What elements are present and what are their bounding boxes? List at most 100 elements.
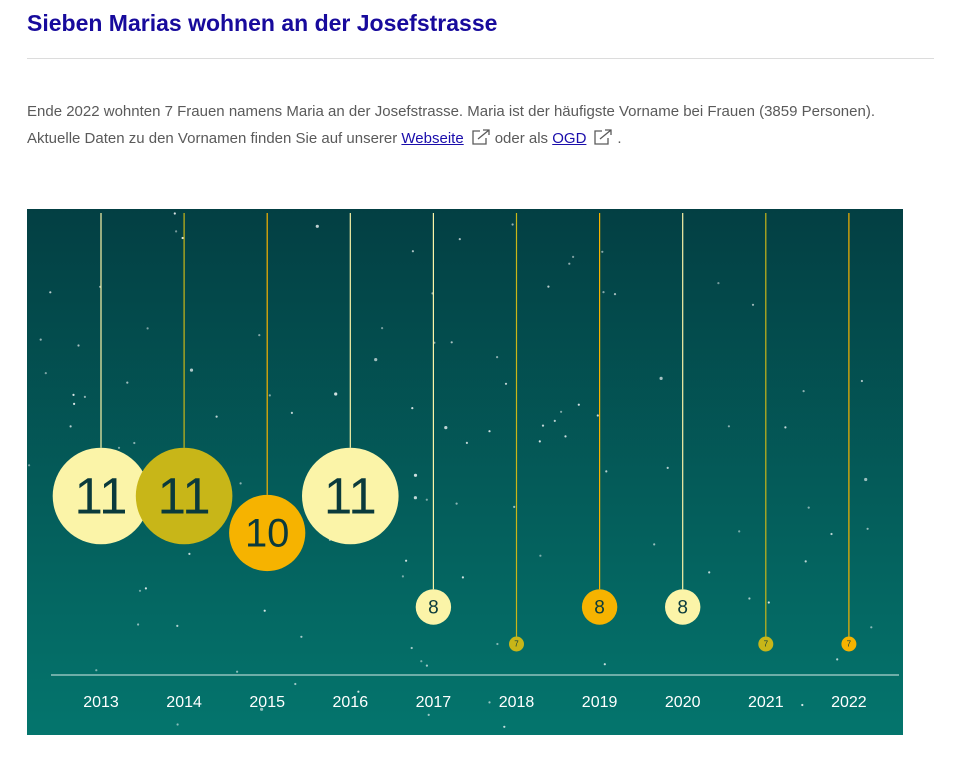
ornament-bubble[interactable] — [665, 589, 701, 625]
snow-dot — [374, 358, 378, 362]
snow-dot — [738, 530, 741, 533]
snow-dot — [541, 424, 545, 427]
snow-dot — [870, 626, 873, 629]
maria-count-chart: 11 2013 11 2014 10 2015 11 2016 8 2017 7 2018 8 2019 8… — [27, 209, 903, 735]
snow-dot — [488, 701, 491, 704]
snow-dot — [77, 344, 80, 347]
snow-dot — [802, 390, 805, 393]
snow-dot — [173, 212, 176, 215]
x-tick-label: 2017 — [416, 694, 452, 711]
x-tick-label: 2021 — [748, 694, 784, 711]
snow-dot — [44, 372, 47, 375]
website-link[interactable]: Webseite — [401, 130, 464, 147]
snow-dot — [748, 597, 751, 600]
ornament-bubble[interactable] — [229, 494, 306, 572]
snow-dot — [188, 552, 191, 555]
snow-dot — [461, 576, 464, 579]
snow-dot — [717, 282, 720, 285]
snow-dot — [458, 238, 461, 241]
snow-dot — [568, 262, 571, 265]
snow-dot — [83, 395, 86, 398]
snow-dot — [176, 723, 179, 726]
value-label: 11 — [158, 467, 211, 524]
snow-dot — [784, 426, 787, 429]
snow-dot — [804, 560, 807, 563]
snow-dot — [260, 707, 264, 711]
snow-dot — [602, 291, 605, 294]
x-tick-label: 2013 — [83, 694, 119, 711]
ornament-bubble[interactable] — [509, 636, 524, 652]
snow-dot — [300, 635, 303, 638]
intro-line-2-mid: oder als — [494, 130, 549, 147]
x-tick-label: 2015 — [249, 694, 285, 711]
ogd-link[interactable]: OGD — [552, 130, 587, 147]
snow-dot — [860, 379, 864, 383]
snow-dots — [28, 212, 873, 728]
snow-dot — [427, 713, 430, 716]
snow-dot — [146, 327, 149, 330]
snow-dot — [504, 382, 508, 385]
snow-dot — [727, 425, 731, 428]
snow-dot — [189, 368, 194, 372]
external-link-icon[interactable] — [471, 127, 491, 154]
ornament-bubble[interactable] — [135, 447, 233, 545]
snow-dot — [411, 407, 414, 410]
snow-dot — [72, 393, 75, 396]
snow-dot — [315, 224, 319, 228]
x-tick-label: 2016 — [333, 694, 369, 711]
snow-dot — [39, 338, 42, 341]
snow-dot — [666, 466, 669, 469]
ornament-bubble[interactable] — [52, 447, 150, 545]
snow-dot — [381, 327, 384, 330]
snow-dot — [126, 381, 129, 384]
snow-dot — [605, 470, 608, 473]
snow-dot — [539, 554, 542, 557]
snow-dot — [425, 498, 428, 501]
snow-dot — [513, 505, 516, 508]
snow-dot — [175, 230, 178, 233]
snow-dot — [357, 690, 360, 693]
snow-dot — [801, 703, 804, 707]
snow-dot — [215, 415, 218, 418]
snow-dot — [69, 425, 72, 428]
snow-dot — [538, 440, 541, 443]
x-tick-label: 2022 — [831, 694, 867, 711]
external-link-icon[interactable] — [593, 127, 613, 154]
snow-dot — [572, 255, 575, 258]
snow-dot — [133, 441, 136, 445]
x-tick-label: 2014 — [166, 694, 202, 711]
snow-dot — [73, 402, 76, 405]
snow-dot — [49, 291, 52, 294]
value-label: 7 — [847, 640, 852, 649]
snow-dot — [496, 356, 499, 359]
snow-dot — [596, 414, 599, 417]
snow-dot — [836, 658, 839, 661]
value-label: 8 — [677, 597, 688, 618]
snow-dot — [603, 663, 606, 666]
ornament-bubble[interactable] — [415, 589, 452, 625]
snow-dot — [767, 601, 770, 604]
x-tick-label: 2018 — [499, 694, 535, 711]
ornament-bubble[interactable] — [581, 589, 618, 625]
snow-dot — [176, 624, 179, 627]
snow-dot — [511, 223, 514, 226]
snow-dot — [263, 609, 266, 612]
snow-dot — [294, 682, 297, 686]
snow-dot — [290, 411, 293, 414]
snow-dot — [577, 403, 580, 406]
intro-line-2-suffix: . — [617, 130, 622, 147]
ornament-bubble[interactable] — [302, 447, 399, 545]
value-label: 7 — [764, 640, 769, 649]
snow-dot — [560, 410, 563, 413]
ornament-bubble[interactable] — [758, 636, 774, 652]
snow-dot — [653, 543, 656, 546]
snow-dot — [866, 527, 869, 530]
snow-dot — [830, 532, 833, 536]
ornament-bubble[interactable] — [841, 636, 857, 652]
snow-dot — [268, 394, 271, 397]
value-label: 8 — [594, 597, 605, 618]
snow-dot — [488, 430, 491, 433]
snow-dot — [444, 426, 448, 430]
snow-dot — [553, 419, 556, 422]
snow-dot — [405, 559, 408, 562]
